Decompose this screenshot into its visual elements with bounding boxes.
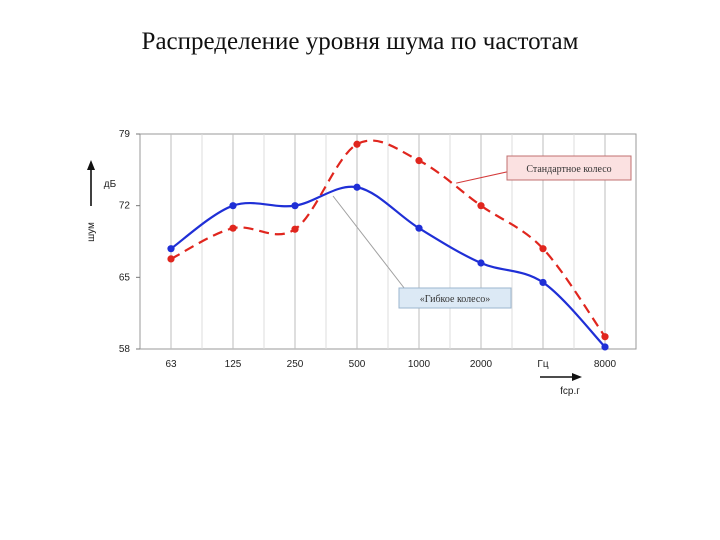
data-point [539,245,547,253]
data-point [167,245,175,253]
x-tick-label: 1000 [408,359,431,370]
data-point [601,333,609,341]
annotation-leader-flexible [332,195,409,294]
x-tick-label: Гц [537,359,548,370]
x-tick-label: 250 [287,359,304,370]
data-point [601,343,609,351]
y-tick-label: 58 [119,344,131,355]
data-point [291,202,299,210]
data-point [291,225,299,233]
x-tick-label: 2000 [470,359,493,370]
x-axis-arrow-head [572,373,582,381]
data-point [167,255,175,263]
y-axis-unit: дБ [104,179,117,190]
series-flexible-wheel [167,183,609,351]
data-point [353,183,361,191]
x-tick-label: 8000 [594,359,617,370]
data-point [415,224,423,232]
y-axis-arrow-head [87,160,95,170]
y-tick-label: 65 [119,272,131,283]
y-tick-label: 79 [119,129,131,140]
y-tick-label: 72 [119,201,131,212]
data-point [477,202,485,210]
annotation-box-flexible [398,287,512,309]
data-point [353,140,361,148]
data-point [539,278,547,287]
y-axis-label: шум [86,222,97,242]
x-axis-label: fср.г [560,386,580,397]
data-point [229,224,237,232]
annotation-text-standard: Стандартное колесо [526,164,611,175]
annotation-leader-standard [456,170,512,184]
data-point [229,202,237,210]
slide-title: Распределение уровня шума по частотам [141,28,579,55]
data-point [477,259,485,267]
x-tick-label: 125 [225,359,242,370]
data-point [415,157,423,165]
annotation-text-flexible: «Гибкое колесо» [420,294,491,305]
x-tick-label: 63 [165,359,177,370]
annotation-box-standard [506,155,632,181]
series-standard-wheel [167,139,609,341]
x-tick-label: 500 [349,359,366,370]
